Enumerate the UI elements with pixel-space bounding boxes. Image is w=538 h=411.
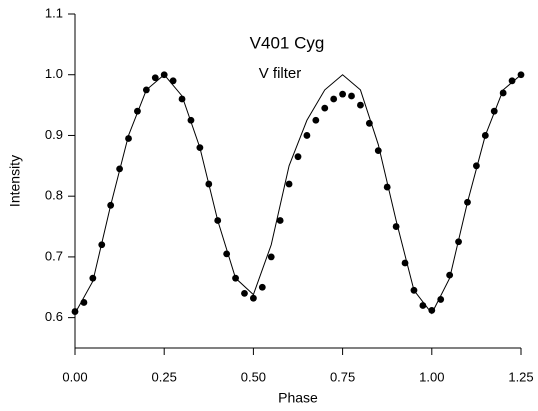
data-point (357, 101, 364, 109)
chart-subtitle: V filter (259, 65, 302, 82)
data-point (508, 77, 516, 85)
x-tick-label: 1.00 (419, 369, 444, 384)
data-point (437, 296, 445, 303)
y-axis-label: Intensity (7, 155, 23, 207)
model-line (74, 74, 522, 315)
x-axis-label: Phase (278, 390, 318, 406)
data-point (330, 95, 338, 103)
data-point (169, 77, 177, 85)
x-tick-label: 0.75 (330, 369, 355, 384)
data-point (339, 90, 346, 98)
data-point (89, 274, 97, 282)
x-tick-label: 0.25 (152, 369, 177, 384)
data-point (267, 253, 275, 261)
chart-title: V401 Cyg (250, 33, 325, 52)
y-tick-label: 0.9 (45, 127, 63, 142)
x-tick-label: 0.50 (241, 369, 266, 384)
data-point (276, 217, 284, 224)
x-tick-label: 0.00 (62, 369, 87, 384)
data-point (258, 283, 266, 291)
data-point (321, 104, 329, 112)
data-point (241, 289, 248, 297)
data-point (348, 92, 355, 100)
x-tick-label: 1.25 (508, 369, 533, 384)
data-point (446, 271, 454, 279)
y-tick-label: 0.6 (45, 309, 63, 324)
y-tick-label: 1.0 (45, 66, 63, 81)
data-point (285, 180, 293, 188)
data-point (151, 74, 159, 82)
y-tick-label: 1.1 (45, 5, 63, 20)
data-point (312, 116, 320, 124)
y-tick-label: 0.7 (45, 248, 63, 263)
y-tick-label: 0.8 (45, 188, 63, 203)
data-point (294, 153, 302, 161)
data-point (303, 132, 311, 139)
data-point (428, 306, 436, 314)
data-point (250, 294, 257, 302)
